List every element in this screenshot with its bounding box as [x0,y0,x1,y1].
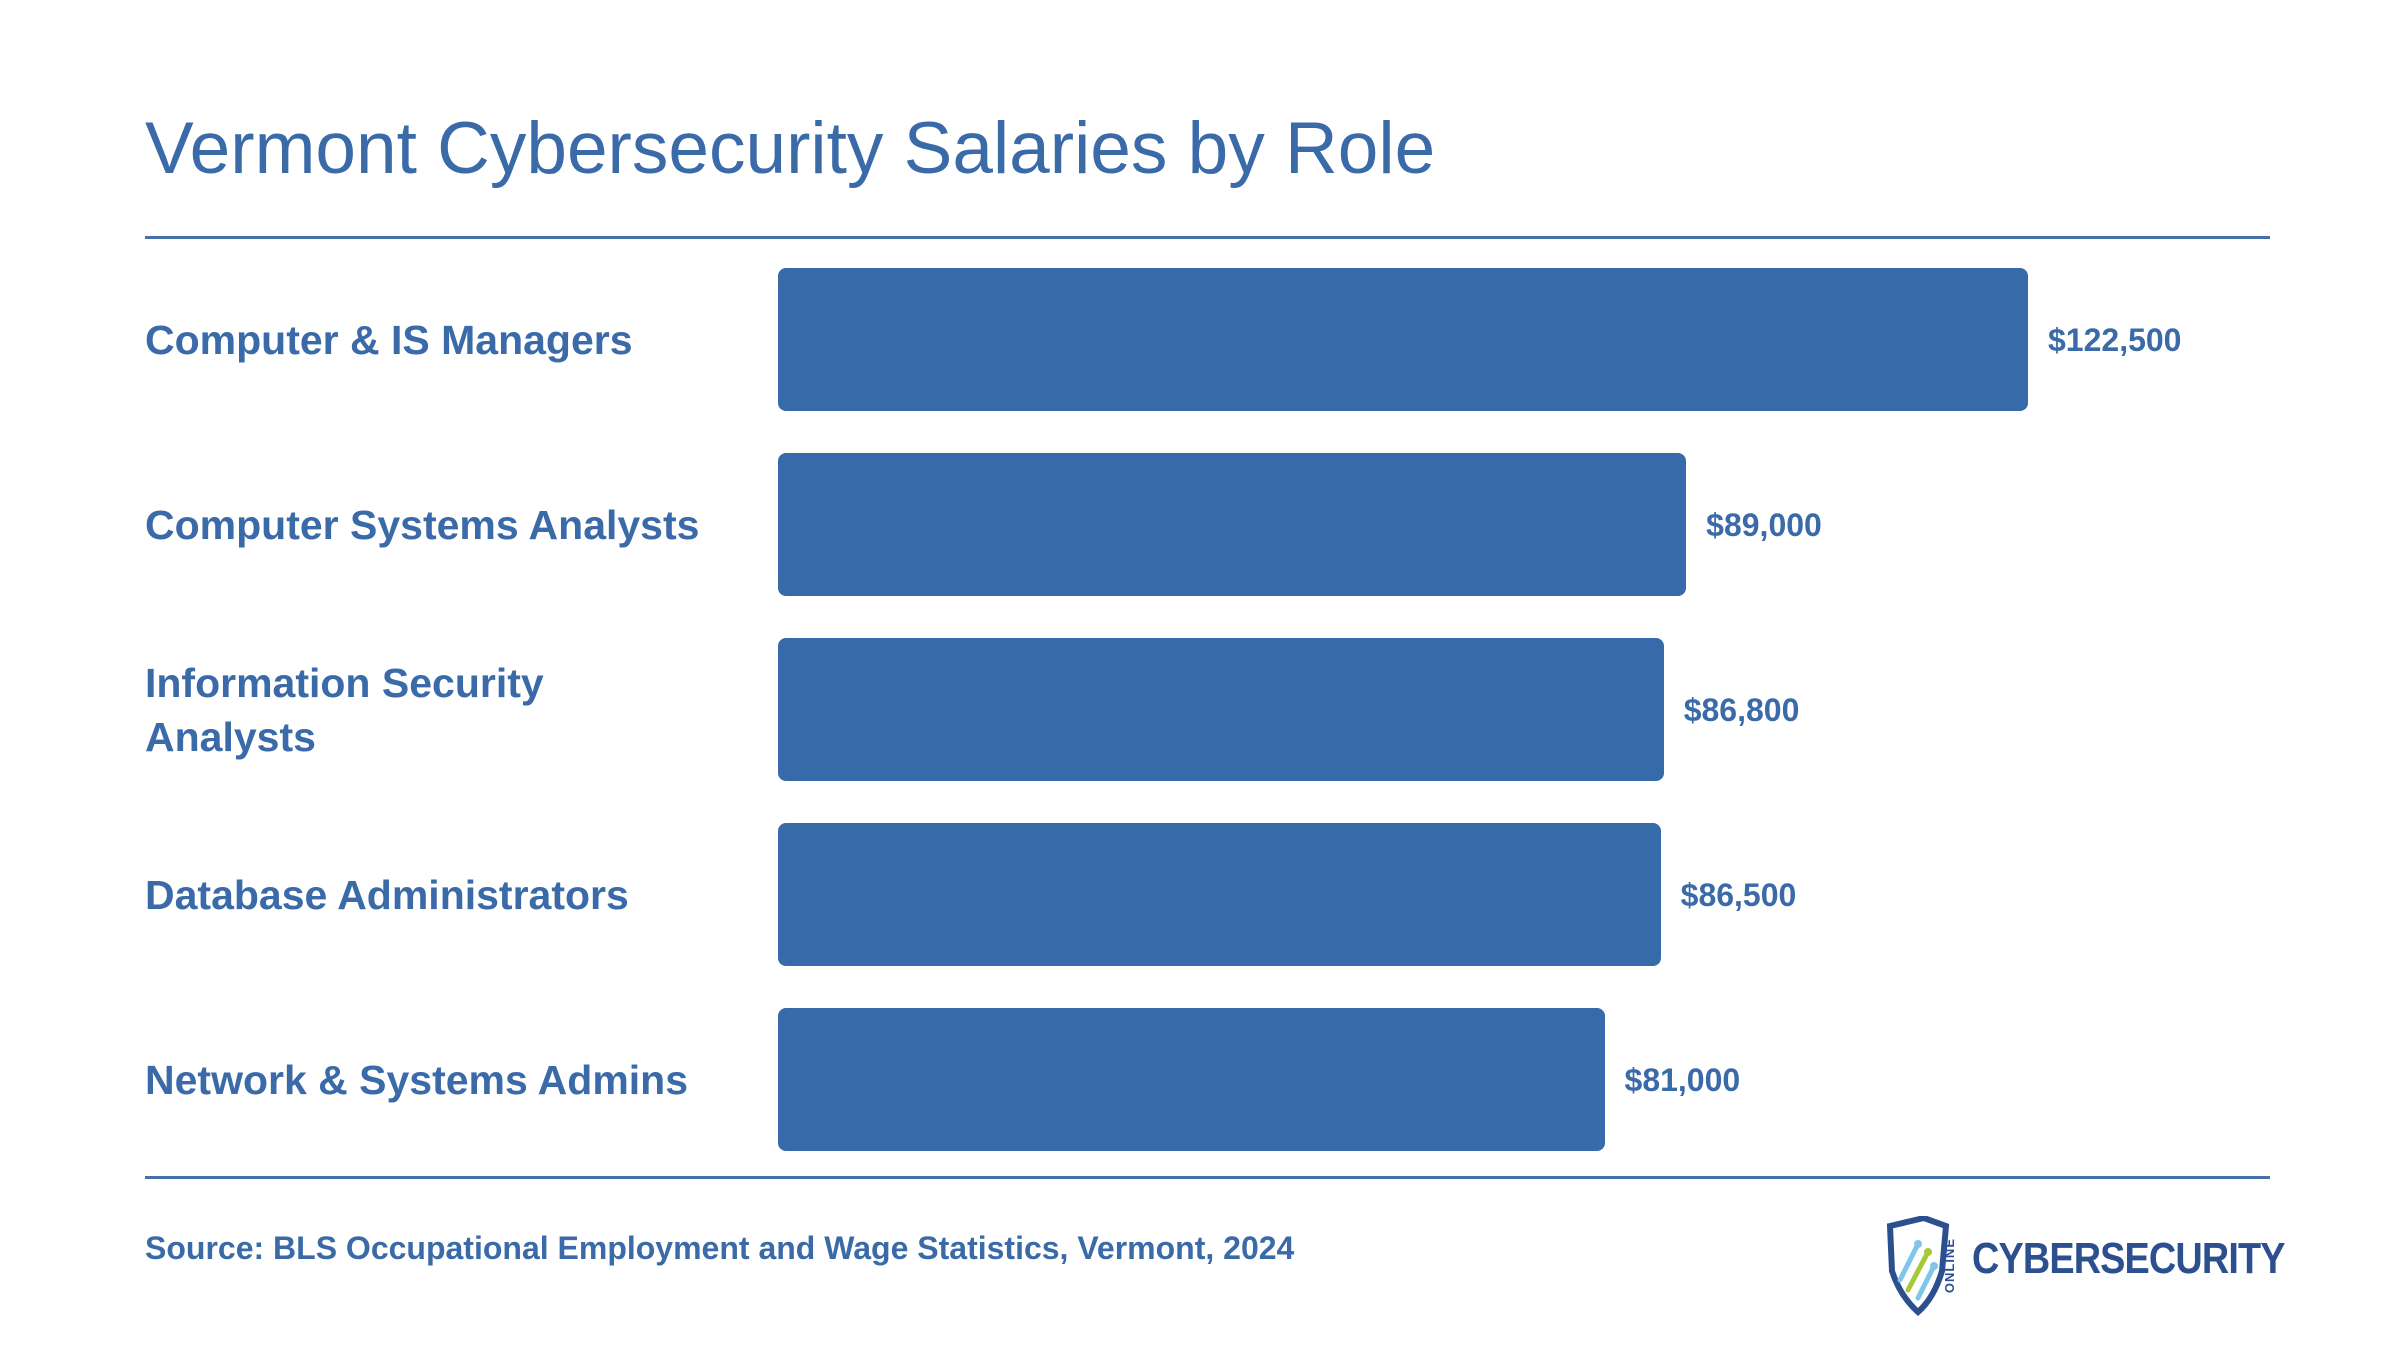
bottom-divider [145,1176,2270,1179]
source-note: Source: BLS Occupational Employment and … [145,1230,1295,1266]
logo-main-text: CYBERSECURITY [1972,1234,2285,1283]
top-divider [145,236,2270,239]
value-label: $86,800 [1683,691,1800,728]
category-label: Information Security Analysts [145,659,544,760]
value-label: $81,000 [1624,1061,1741,1098]
category-label: Network & Systems Admins [145,1056,689,1103]
chart-title: Vermont Cybersecurity Salaries by Role [145,108,1436,189]
bar [778,1008,1605,1151]
shield-icon [1886,1216,1950,1316]
bar [778,638,1664,781]
logo-small-text: ONLINE [1942,1238,1957,1294]
bar [778,823,1661,966]
value-label: $122,500 [2048,321,2182,358]
cybersecurity-logo: ONLINE CYBERSECURITY [1884,1216,2285,1316]
value-label: $86,500 [1680,876,1797,913]
bar [778,453,1687,596]
category-label: Database Administrators [145,871,629,918]
value-label: $89,000 [1706,506,1822,543]
bar [778,268,2028,411]
category-label: Computer Systems Analysts [145,501,700,548]
category-label: Computer & IS Managers [145,316,633,363]
